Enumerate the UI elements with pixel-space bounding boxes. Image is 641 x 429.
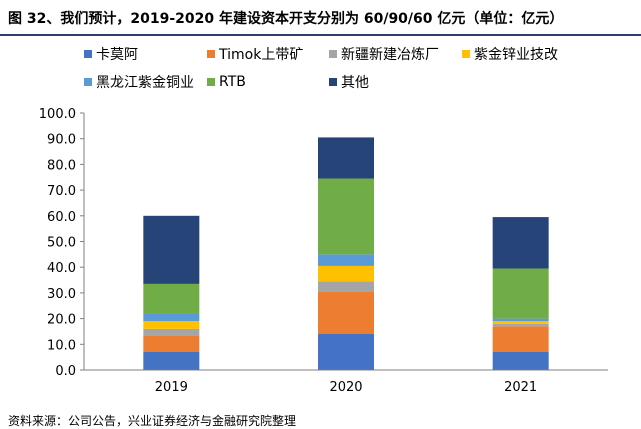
legend-item-zinc: 紫金锌业技改 <box>462 44 558 64</box>
bar-segment-2019-6 <box>143 215 200 284</box>
legend-item-xinjiang: 新疆新建冶炼厂 <box>329 44 439 64</box>
bar-segment-2021-2 <box>492 323 549 327</box>
bar-segment-2019-4 <box>143 313 200 322</box>
bar-segment-2021-4 <box>492 318 549 322</box>
y-tick-label: 0.0 <box>55 364 76 379</box>
bar-segment-2021-0 <box>492 352 549 370</box>
title-bar: 图 32、我们预计，2019-2020 年建设资本开支分别为 60/90/60 … <box>0 0 641 36</box>
legend-label: 其他 <box>341 75 369 91</box>
legend-label: Timok上带矿 <box>219 47 304 63</box>
legend-label: 紫金锌业技改 <box>474 47 558 63</box>
bar-segment-2019-3 <box>143 321 200 329</box>
bar-segment-2019-0 <box>143 352 200 370</box>
y-tick-label: 80.0 <box>47 158 76 173</box>
y-tick-label: 60.0 <box>47 210 76 225</box>
y-tick-label: 10.0 <box>47 338 76 353</box>
source-note: 资料来源：公司公告，兴业证券经济与金融研究院整理 <box>8 414 297 428</box>
bar-segment-2021-1 <box>492 326 549 353</box>
legend-swatch <box>207 50 215 58</box>
x-tick-label: 2020 <box>329 380 362 395</box>
axes: 2019 2020 2021 0.0 10.0 20.0 30.0 40.0 50.0 60.0 7… <box>39 107 608 395</box>
legend-swatch <box>462 50 470 58</box>
legend-label: RTB <box>219 74 246 90</box>
bar-segment-2021-3 <box>492 321 549 324</box>
bar-segment-2021-6 <box>492 217 549 269</box>
bar-group <box>143 137 549 370</box>
bar-segment-2021-5 <box>492 268 549 319</box>
figure-title: 图 32、我们预计，2019-2020 年建设资本开支分别为 60/90/60 … <box>8 11 564 27</box>
legend-item-other: 其他 <box>329 72 369 92</box>
bar-segment-2019-2 <box>143 328 200 336</box>
y-tick-label: 90.0 <box>47 133 76 148</box>
y-tick-label: 70.0 <box>47 184 76 199</box>
legend-swatch <box>329 78 337 86</box>
y-tick-label: 40.0 <box>47 261 76 276</box>
bar-segment-2020-4 <box>318 254 374 266</box>
bar-segment-2020-5 <box>318 178 374 255</box>
legend-item-rtb: RTB <box>207 72 246 92</box>
x-tick-label: 2019 <box>155 380 188 395</box>
bar-segment-2020-0 <box>318 334 374 370</box>
bar-segment-2020-1 <box>318 291 374 335</box>
legend-swatch <box>84 50 92 58</box>
legend-item-kamoa: 卡莫阿 <box>84 44 138 64</box>
bar-segment-2020-3 <box>318 265 374 282</box>
legend-swatch <box>84 78 92 86</box>
bar-segment-2019-5 <box>143 283 200 314</box>
bar-segment-2020-2 <box>318 281 374 292</box>
legend-label: 卡莫阿 <box>96 47 138 63</box>
y-tick-label: 30.0 <box>47 287 76 302</box>
y-tick-label: 50.0 <box>47 236 76 251</box>
x-tick-label: 2021 <box>504 380 537 395</box>
bar-segment-2020-6 <box>318 137 374 179</box>
y-tick-label: 20.0 <box>47 313 76 328</box>
legend-swatch <box>329 50 337 58</box>
legend-item-heilongjiang: 黑龙江紫金铜业 <box>84 72 194 92</box>
legend-label: 黑龙江紫金铜业 <box>96 75 194 91</box>
legend-swatch <box>207 78 215 86</box>
legend-item-timok: Timok上带矿 <box>207 44 303 64</box>
bar-segment-2019-1 <box>143 335 200 353</box>
y-tick-label: 100.0 <box>39 107 76 122</box>
legend-label: 新疆新建冶炼厂 <box>341 47 439 63</box>
